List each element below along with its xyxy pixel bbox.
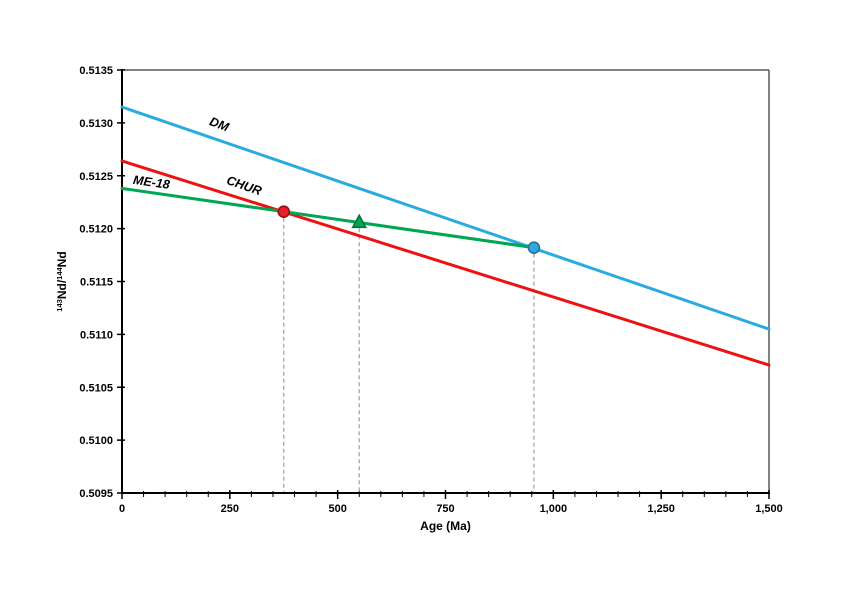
dm-line <box>120 105 771 331</box>
y-tick-label: 0.5120 <box>79 224 113 236</box>
chur-line <box>120 159 771 367</box>
sample-age-point <box>351 213 368 229</box>
x-tick-label: 500 <box>328 503 346 515</box>
y-axis-title: 143Nd/144Nd <box>55 251 69 311</box>
y-tick-label: 0.5115 <box>80 277 113 289</box>
droplines <box>283 217 535 492</box>
series-label-me-18: ME-18 <box>132 173 170 192</box>
plot-frame <box>121 69 770 494</box>
y-tick-label: 0.5130 <box>79 118 113 130</box>
y-tick-label: 0.5135 <box>79 65 113 77</box>
y-tick-label: 0.5095 <box>79 488 113 500</box>
dm-model-age-point <box>527 241 541 254</box>
me-18-line <box>120 186 536 250</box>
x-tick-label: 250 <box>221 503 239 515</box>
x-axis-title: Age (Ma) <box>420 519 471 533</box>
series-lines <box>120 105 771 367</box>
y-tick-label: 0.5125 <box>79 171 113 183</box>
data-point-markers <box>277 205 541 254</box>
x-tick-label: 1,250 <box>647 503 675 515</box>
y-tick-label: 0.5110 <box>80 329 113 341</box>
y-tick-label: 0.5100 <box>79 435 113 447</box>
chur-model-age-point <box>277 205 291 219</box>
axis-titles: Age (Ma) 143Nd/144Nd <box>55 251 471 533</box>
x-tick-label: 0 <box>119 503 125 515</box>
axis-ticks: 0.5135 0.5130 0.5125 0.5120 0.5115 0.5110 0.51… <box>79 65 782 515</box>
x-tick-label: 1,500 <box>755 503 783 515</box>
y-tick-label: 0.5105 <box>79 382 113 394</box>
x-tick-label: 1,000 <box>540 503 568 515</box>
series-label-dm: DM <box>208 114 232 134</box>
x-tick-label: 750 <box>436 503 454 515</box>
